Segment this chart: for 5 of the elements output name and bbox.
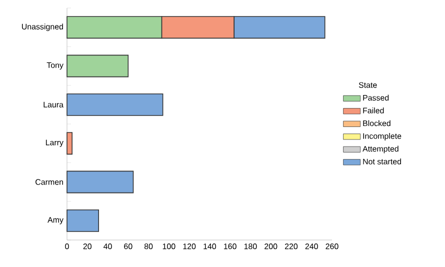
bar: [66, 170, 134, 194]
bar: [66, 209, 99, 232]
bar: [66, 132, 72, 155]
bar: [66, 54, 129, 78]
bar: [66, 93, 164, 116]
